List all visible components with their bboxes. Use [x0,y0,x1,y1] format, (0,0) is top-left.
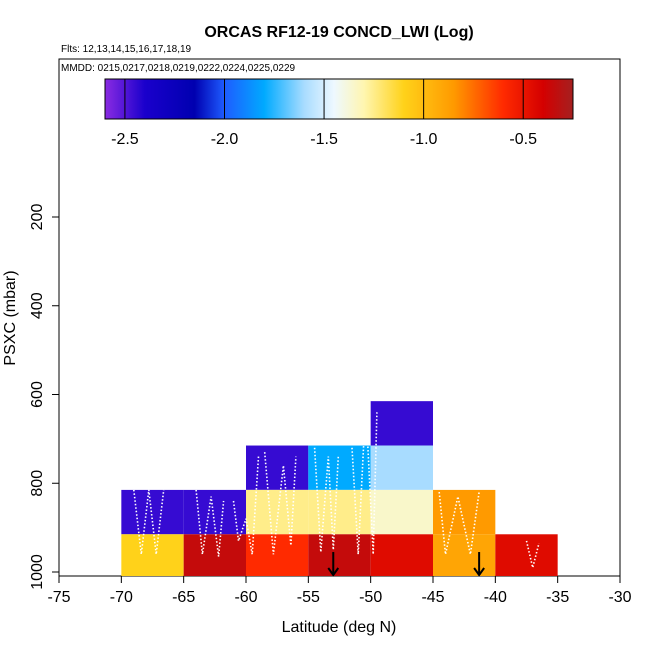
arrow-markers [327,552,485,577]
colorbar-tick-label: -2.0 [211,131,239,148]
x-tick-label: -55 [297,589,320,606]
heatmap-cell [370,534,433,576]
flights-label: Flts: 12,13,14,15,16,17,18,19 [61,44,192,55]
flight-track [195,489,225,557]
flight-track [313,447,340,553]
arrow-head [327,567,340,577]
y-tick-label: 400 [29,292,46,319]
heatmap-cells [121,401,558,576]
colorbar-tick-label: -0.5 [509,131,537,148]
heatmap-cell [246,489,309,535]
colorbar: -2.5 -2.0 -1.5 -1.0 -0.5 [104,78,574,148]
x-axis-title: Latitude (deg N) [282,619,397,636]
x-tick-label: -35 [546,589,569,606]
heatmap-cell [246,445,309,490]
y-axis-title: PSXC (mbar) [2,270,19,365]
flight-track [263,452,297,555]
dates-label: MMDD: 0215,0217,0218,0219,0222,0224,0225… [61,63,296,74]
heatmap-cell [495,534,558,576]
heatmap-cell [370,445,433,490]
x-axis: -75 -70 -65 -60 -55 -50 -45 -40 -35 -30 [47,576,632,606]
colorbar-tick-label: -1.5 [310,131,338,148]
x-tick-label: -50 [359,589,382,606]
arrow-head [473,567,485,577]
x-tick-label: -75 [47,589,70,606]
chart-title: ORCAS RF12-19 CONCD_LWI (Log) [204,24,473,41]
heatmap-cell [433,534,496,576]
heatmap-cell [308,445,371,490]
x-tick-label: -45 [421,589,444,606]
x-tick-label: -65 [172,589,195,606]
heatmap-cell [121,534,184,576]
x-tick-label: -40 [484,589,507,606]
flight-track [232,456,260,555]
y-tick-label: 800 [29,470,46,497]
colorbar-tick-label: -2.5 [111,131,139,148]
colorbar-gradient [104,78,574,120]
colorbar-tick-label: -1.0 [410,131,438,148]
flight-tracks [133,403,540,568]
heatmap-cell [308,534,371,576]
flight-track [351,403,378,555]
x-tick-label: -30 [608,589,631,606]
y-tick-label: 200 [29,204,46,231]
y-tick-label: 1000 [29,554,46,590]
flight-track [133,489,165,555]
heatmap-cell [370,489,433,535]
heatmap-cell [183,534,246,576]
x-tick-label: -60 [234,589,257,606]
x-tick-label: -70 [110,589,133,606]
heatmap-cell [246,534,309,576]
heatmap-cell [370,401,433,446]
y-axis: 200 400 600 800 1000 [29,204,60,590]
y-tick-label: 600 [29,381,46,408]
heatmap-cell [121,489,184,535]
